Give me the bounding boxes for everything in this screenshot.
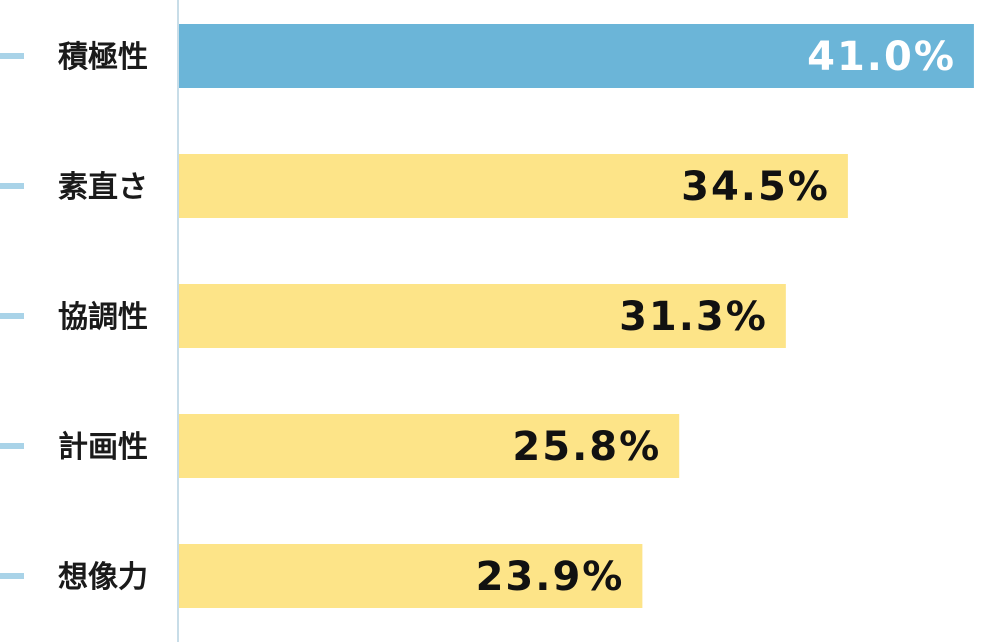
- bar: [179, 544, 643, 608]
- value-label: 25.8%: [512, 424, 661, 470]
- category-label: 積極性: [58, 40, 148, 75]
- value-label: 34.5%: [681, 164, 830, 210]
- bar: [179, 24, 974, 88]
- category-label: 素直さ: [58, 170, 148, 205]
- bar: [179, 284, 786, 348]
- category-label: 計画性: [58, 430, 148, 465]
- value-label: 23.9%: [476, 554, 625, 600]
- value-label: 31.3%: [619, 294, 768, 340]
- category-label: 協調性: [58, 300, 148, 335]
- bar: [179, 154, 848, 218]
- value-label: 41.0%: [807, 34, 956, 80]
- category-label: 想像力: [58, 560, 148, 595]
- bar: [179, 414, 680, 478]
